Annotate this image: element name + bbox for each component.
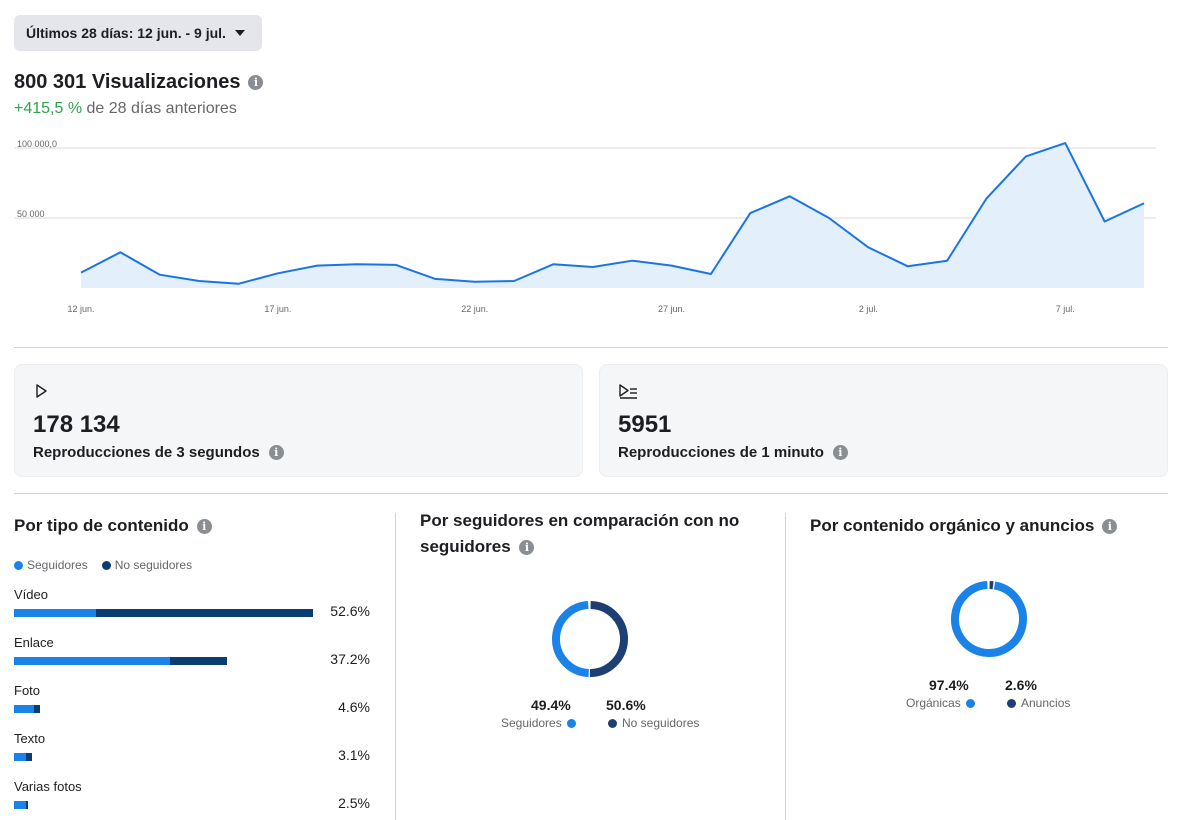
metric-card-3s: 178 134 Reproducciones de 3 segundos i — [14, 364, 583, 477]
bar-track — [14, 657, 227, 665]
bar-percent: 3.1% — [338, 747, 370, 763]
info-icon[interactable]: i — [1102, 518, 1118, 534]
y-tick-label: 100 000,0 — [17, 139, 57, 149]
info-icon[interactable]: i — [248, 75, 264, 90]
metric-value: 5951 — [618, 411, 672, 438]
donut-slice-b — [951, 581, 1027, 657]
dot-icon — [14, 561, 23, 571]
metric-label-wrap: Reproducciones de 1 minuto i — [618, 444, 848, 461]
play-icon — [36, 384, 47, 398]
date-range-label: Últimos 28 días: 12 jun. - 9 jul. — [26, 25, 226, 41]
dot-icon — [566, 718, 576, 728]
views-change: +415,5 % de 28 días anteriores — [14, 100, 237, 118]
non-followers-value: 50.6% — [606, 697, 646, 713]
metric-value: 178 134 — [33, 411, 120, 438]
x-tick-label: 2 jul. — [859, 304, 878, 314]
donut-slice-a — [552, 601, 628, 677]
followers-caption: Seguidores — [501, 716, 576, 730]
bar-segment-non-followers — [34, 705, 40, 713]
bar-track — [14, 753, 32, 761]
bar-segment-non-followers — [170, 657, 227, 665]
organic-ads-title: Por contenido orgánico y anuncios i — [810, 513, 1118, 539]
x-tick-label: 17 jun. — [264, 304, 291, 314]
metric-label-wrap: Reproducciones de 3 segundos i — [33, 444, 284, 461]
bar-segment-followers — [14, 801, 26, 809]
donut-slice-a — [951, 581, 1027, 657]
x-tick-label: 27 jun. — [658, 304, 685, 314]
legend-label: No seguidores — [114, 558, 193, 572]
organic-value: 97.4% — [929, 677, 969, 693]
dot-icon — [1007, 698, 1016, 708]
bar-percent: 4.6% — [338, 699, 370, 715]
bar-segment-followers — [14, 657, 170, 665]
divider — [395, 513, 396, 820]
section-title-text: Por seguidores en comparación con no seg… — [420, 511, 740, 556]
info-icon[interactable]: i — [519, 540, 535, 556]
caption-label: Seguidores — [501, 716, 562, 730]
x-tick-label: 12 jun. — [67, 304, 94, 314]
divider — [785, 513, 786, 820]
date-range-dropdown[interactable]: Últimos 28 días: 12 jun. - 9 jul. — [14, 15, 262, 51]
bar-label: Vídeo — [14, 587, 48, 602]
bar-track — [14, 705, 40, 713]
metric-label: Reproducciones de 3 segundos — [33, 444, 260, 461]
divider — [14, 493, 1168, 494]
metric-card-1m: 5951 Reproducciones de 1 minuto i — [599, 364, 1168, 477]
dot-icon — [965, 698, 975, 708]
divider — [14, 347, 1168, 348]
bar-segment-followers — [14, 753, 26, 761]
followers-value: 49.4% — [531, 697, 571, 713]
legend-item-followers: Seguidores — [14, 558, 88, 572]
ads-value: 2.6% — [1005, 677, 1037, 693]
views-line-chart: 100 000,0 50 000 12 jun. 17 jun. 22 jun. 27 j… — [14, 139, 1156, 314]
y-tick-label: 50 000 — [17, 209, 45, 219]
bar-segment-non-followers — [96, 609, 313, 617]
bar-percent: 37.2% — [330, 651, 370, 667]
bar-label: Enlace — [14, 635, 54, 650]
bar-percent: 2.5% — [338, 795, 370, 811]
x-tick-label: 22 jun. — [461, 304, 488, 314]
caption-label: No seguidores — [622, 716, 700, 730]
views-title: 800 301 Visualizaciones — [14, 71, 241, 93]
chevron-down-icon — [234, 30, 245, 36]
bar-segment-followers — [14, 705, 34, 713]
bar-label: Texto — [14, 731, 46, 746]
caption-label: Orgánicas — [906, 696, 961, 710]
bar-track — [14, 801, 28, 809]
donut-slice-b — [552, 601, 628, 677]
bar-label: Foto — [14, 683, 41, 698]
section-title-text: Por contenido orgánico y anuncios — [810, 516, 1095, 535]
views-headline: 800 301 Visualizaciones i — [14, 71, 264, 94]
bar-segment-non-followers — [26, 801, 28, 809]
info-icon[interactable]: i — [196, 518, 212, 534]
legend-label: Seguidores — [27, 558, 88, 572]
change-percent: +415,5 % — [14, 100, 83, 117]
followers-cmp-title: Por seguidores en comparación con no seg… — [420, 508, 760, 560]
dot-icon — [608, 718, 617, 728]
series-line — [80, 142, 1145, 285]
organic-ads-donut-chart — [951, 581, 1027, 657]
x-tick-label: 7 jul. — [1056, 304, 1075, 314]
caption-label: Anuncios — [1021, 696, 1071, 710]
metric-label: Reproducciones de 1 minuto — [618, 444, 824, 461]
content-type-legend: Seguidores No seguidores — [14, 558, 192, 572]
bar-segment-non-followers — [26, 753, 32, 761]
section-title-text: Por tipo de contenido — [14, 516, 189, 535]
area-fill — [81, 143, 1144, 288]
dot-icon — [101, 561, 111, 571]
content-type-title: Por tipo de contenido i — [14, 513, 212, 539]
organic-caption: Orgánicas — [906, 696, 975, 710]
bar-track — [14, 609, 313, 617]
bar-segment-followers — [14, 609, 96, 617]
info-icon[interactable]: i — [268, 445, 284, 460]
change-suffix: de 28 días anteriores — [82, 100, 237, 117]
info-icon[interactable]: i — [832, 445, 848, 460]
followers-donut-chart — [552, 601, 628, 677]
play-list-icon — [619, 384, 637, 399]
bar-percent: 52.6% — [330, 603, 370, 619]
ads-caption: Anuncios — [1007, 696, 1070, 710]
non-followers-caption: No seguidores — [608, 716, 699, 730]
legend-item-non-followers: No seguidores — [101, 558, 193, 572]
bar-label: Varias fotos — [14, 779, 82, 794]
